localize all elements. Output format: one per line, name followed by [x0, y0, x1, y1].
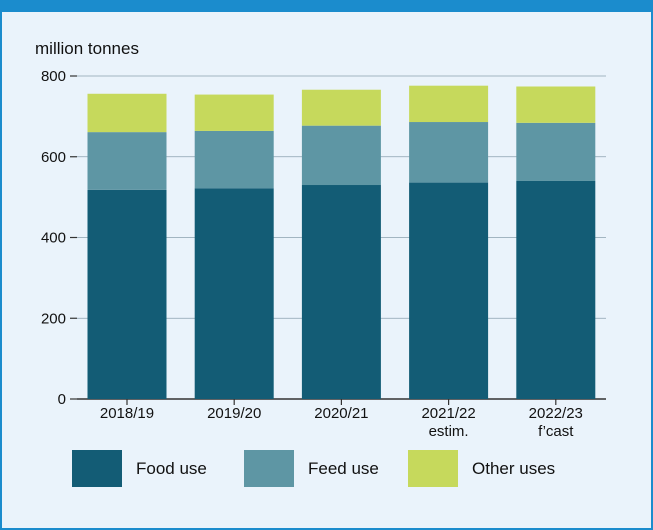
bars [87, 85, 596, 399]
bar-food-use [194, 188, 274, 399]
bar-feed-use [409, 122, 489, 183]
legend-swatch [72, 450, 122, 487]
bar-food-use [87, 189, 167, 399]
y-tick-label: 200 [41, 310, 66, 327]
y-tick-label: 800 [41, 68, 66, 85]
bar-feed-use [87, 132, 167, 190]
y-axis-title: million tonnes [35, 39, 139, 58]
legend-swatch [408, 450, 458, 487]
legend-label: Food use [136, 459, 207, 478]
legend: Food use Feed use Other uses [72, 450, 555, 487]
header-bar [0, 0, 653, 12]
bar-food-use [516, 180, 596, 399]
bar-other-uses [87, 93, 167, 133]
x-tick-label: 2018/19 [100, 405, 154, 422]
x-tick-label: 2020/21 [314, 405, 368, 422]
bar-food-use [301, 185, 381, 399]
bar-other-uses [194, 94, 274, 131]
bar-feed-use [194, 130, 274, 189]
bar-food-use [409, 182, 489, 399]
legend-swatch [244, 450, 294, 487]
x-tick-label: 2022/23 [529, 405, 583, 422]
bar-other-uses [301, 89, 381, 126]
legend-label: Feed use [308, 459, 379, 478]
x-tick-label: f’cast [538, 423, 574, 440]
x-tick-label: 2021/22 [421, 405, 475, 422]
x-tick-label: estim. [429, 423, 469, 440]
bar-other-uses [409, 85, 489, 123]
bar-other-uses [516, 86, 596, 123]
bar-feed-use [301, 125, 381, 186]
legend-label: Other uses [472, 459, 555, 478]
x-tick-label: 2019/20 [207, 405, 261, 422]
y-tick-label: 400 [41, 230, 66, 247]
bar-feed-use [516, 122, 596, 181]
y-tick-label: 0 [58, 391, 66, 408]
y-axis-ticks: 0 200 400 600 800 [41, 68, 77, 408]
y-tick-label: 600 [41, 149, 66, 166]
